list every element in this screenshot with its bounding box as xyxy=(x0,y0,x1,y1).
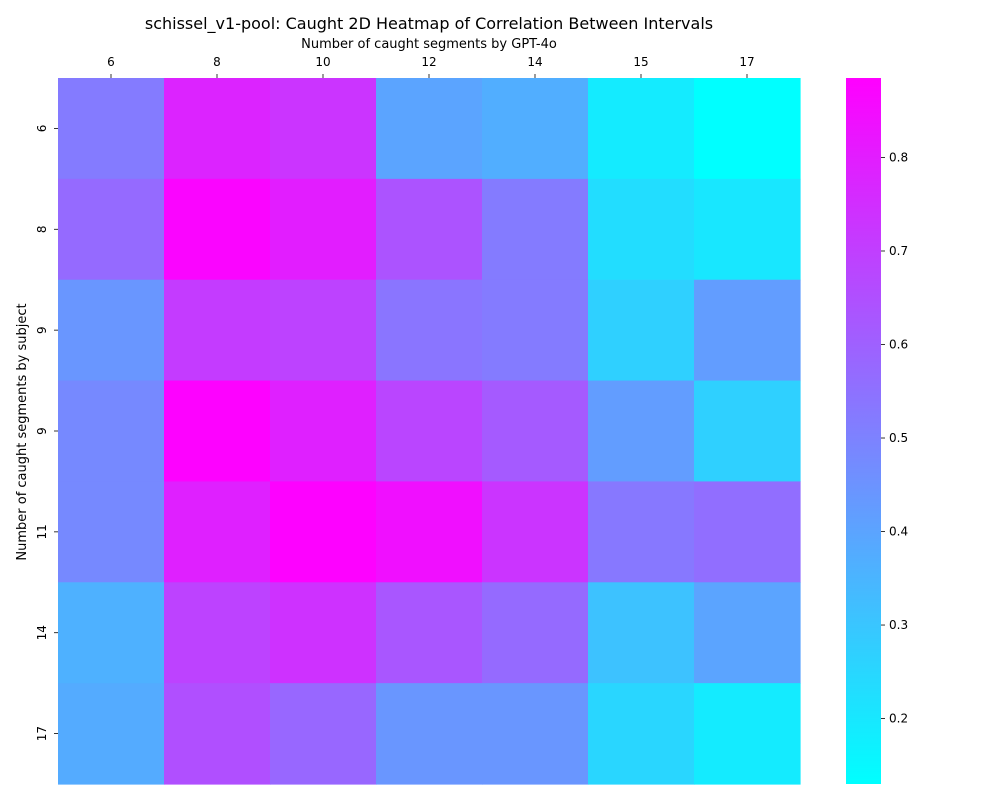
heatmap-cell xyxy=(270,178,377,281)
heatmap-cells xyxy=(58,78,801,785)
heatmap-cell xyxy=(270,380,377,483)
heatmap-cell xyxy=(58,481,165,583)
heatmap-cell xyxy=(376,380,483,483)
x-axis-label: Number of caught segments by GPT-4o xyxy=(301,37,557,52)
heatmap-cell xyxy=(588,178,695,281)
heatmap-cell xyxy=(588,683,695,785)
heatmap-cell xyxy=(270,582,377,684)
heatmap-cell xyxy=(694,683,801,785)
x-tick-label: 12 xyxy=(421,55,436,69)
colorbar-tick-label: 0.5 xyxy=(889,431,908,445)
heatmap-cell xyxy=(588,279,695,382)
y-tick-labels: 6 8 9 9 11 14 17 xyxy=(35,125,58,741)
heatmap-cell xyxy=(482,582,589,684)
heatmap-cell xyxy=(58,78,165,180)
heatmap-cell xyxy=(588,380,695,483)
colorbar xyxy=(846,78,881,784)
y-tick-label: 9 xyxy=(35,427,49,435)
heatmap-cell xyxy=(270,279,377,382)
heatmap-cell xyxy=(164,683,271,785)
colorbar-tick-label: 0.3 xyxy=(889,618,908,632)
heatmap-cell xyxy=(376,78,483,180)
heatmap-cell xyxy=(58,279,165,382)
heatmap-cell xyxy=(164,279,271,382)
x-tick-labels: 6 8 10 12 14 15 17 xyxy=(107,55,755,78)
heatmap-cell xyxy=(58,683,165,785)
heatmap-cell xyxy=(58,582,165,684)
heatmap-cell xyxy=(482,279,589,382)
heatmap-cell xyxy=(376,683,483,785)
heatmap-cell xyxy=(164,78,271,180)
x-tick-label: 10 xyxy=(315,55,330,69)
heatmap-cell xyxy=(482,683,589,785)
y-axis-label: Number of caught segments by subject xyxy=(15,303,30,560)
y-tick-label: 9 xyxy=(35,326,49,334)
heatmap-cell xyxy=(270,78,377,180)
heatmap-cell xyxy=(58,178,165,281)
heatmap-cell xyxy=(694,78,801,180)
heatmap-cell xyxy=(376,279,483,382)
y-tick-label: 11 xyxy=(35,524,49,539)
heatmap-cell xyxy=(482,380,589,483)
heatmap-cell xyxy=(482,78,589,180)
heatmap-cell xyxy=(694,380,801,483)
colorbar-tick-label: 0.2 xyxy=(889,712,908,726)
heatmap-cell xyxy=(164,380,271,483)
heatmap-cell xyxy=(270,683,377,785)
heatmap-cell xyxy=(58,380,165,483)
heatmap-cell xyxy=(482,481,589,583)
heatmap-cell xyxy=(482,178,589,281)
x-tick-label: 17 xyxy=(739,55,754,69)
heatmap-cell xyxy=(694,178,801,281)
colorbar-tick-label: 0.6 xyxy=(889,338,908,352)
heatmap-cell xyxy=(164,582,271,684)
x-tick-label: 15 xyxy=(633,55,648,69)
y-tick-label: 6 xyxy=(35,125,49,133)
heatmap-cell xyxy=(694,279,801,382)
colorbar-tick-label: 0.7 xyxy=(889,244,908,258)
y-tick-label: 8 xyxy=(35,225,49,233)
y-tick-label: 14 xyxy=(35,625,49,640)
heatmap-cell xyxy=(694,481,801,583)
heatmap-cell xyxy=(164,178,271,281)
chart-title: schissel_v1-pool: Caught 2D Heatmap of C… xyxy=(145,14,713,34)
y-tick-label: 17 xyxy=(35,726,49,741)
heatmap-cell xyxy=(376,178,483,281)
x-tick-label: 14 xyxy=(527,55,542,69)
heatmap-cell xyxy=(164,481,271,583)
heatmap-cell xyxy=(376,582,483,684)
heatmap-cell xyxy=(588,78,695,180)
colorbar-tick-label: 0.4 xyxy=(889,525,908,539)
heatmap-cell xyxy=(588,481,695,583)
x-tick-label: 6 xyxy=(107,55,115,69)
x-tick-label: 8 xyxy=(213,55,221,69)
heatmap-cell xyxy=(694,582,801,684)
heatmap-cell xyxy=(376,481,483,583)
colorbar-tick-label: 0.8 xyxy=(889,150,908,164)
colorbar-ticks: 0.2 0.3 0.4 0.5 0.6 0.7 0.8 xyxy=(881,150,908,726)
heatmap-cell xyxy=(588,582,695,684)
heatmap-cell xyxy=(270,481,377,583)
